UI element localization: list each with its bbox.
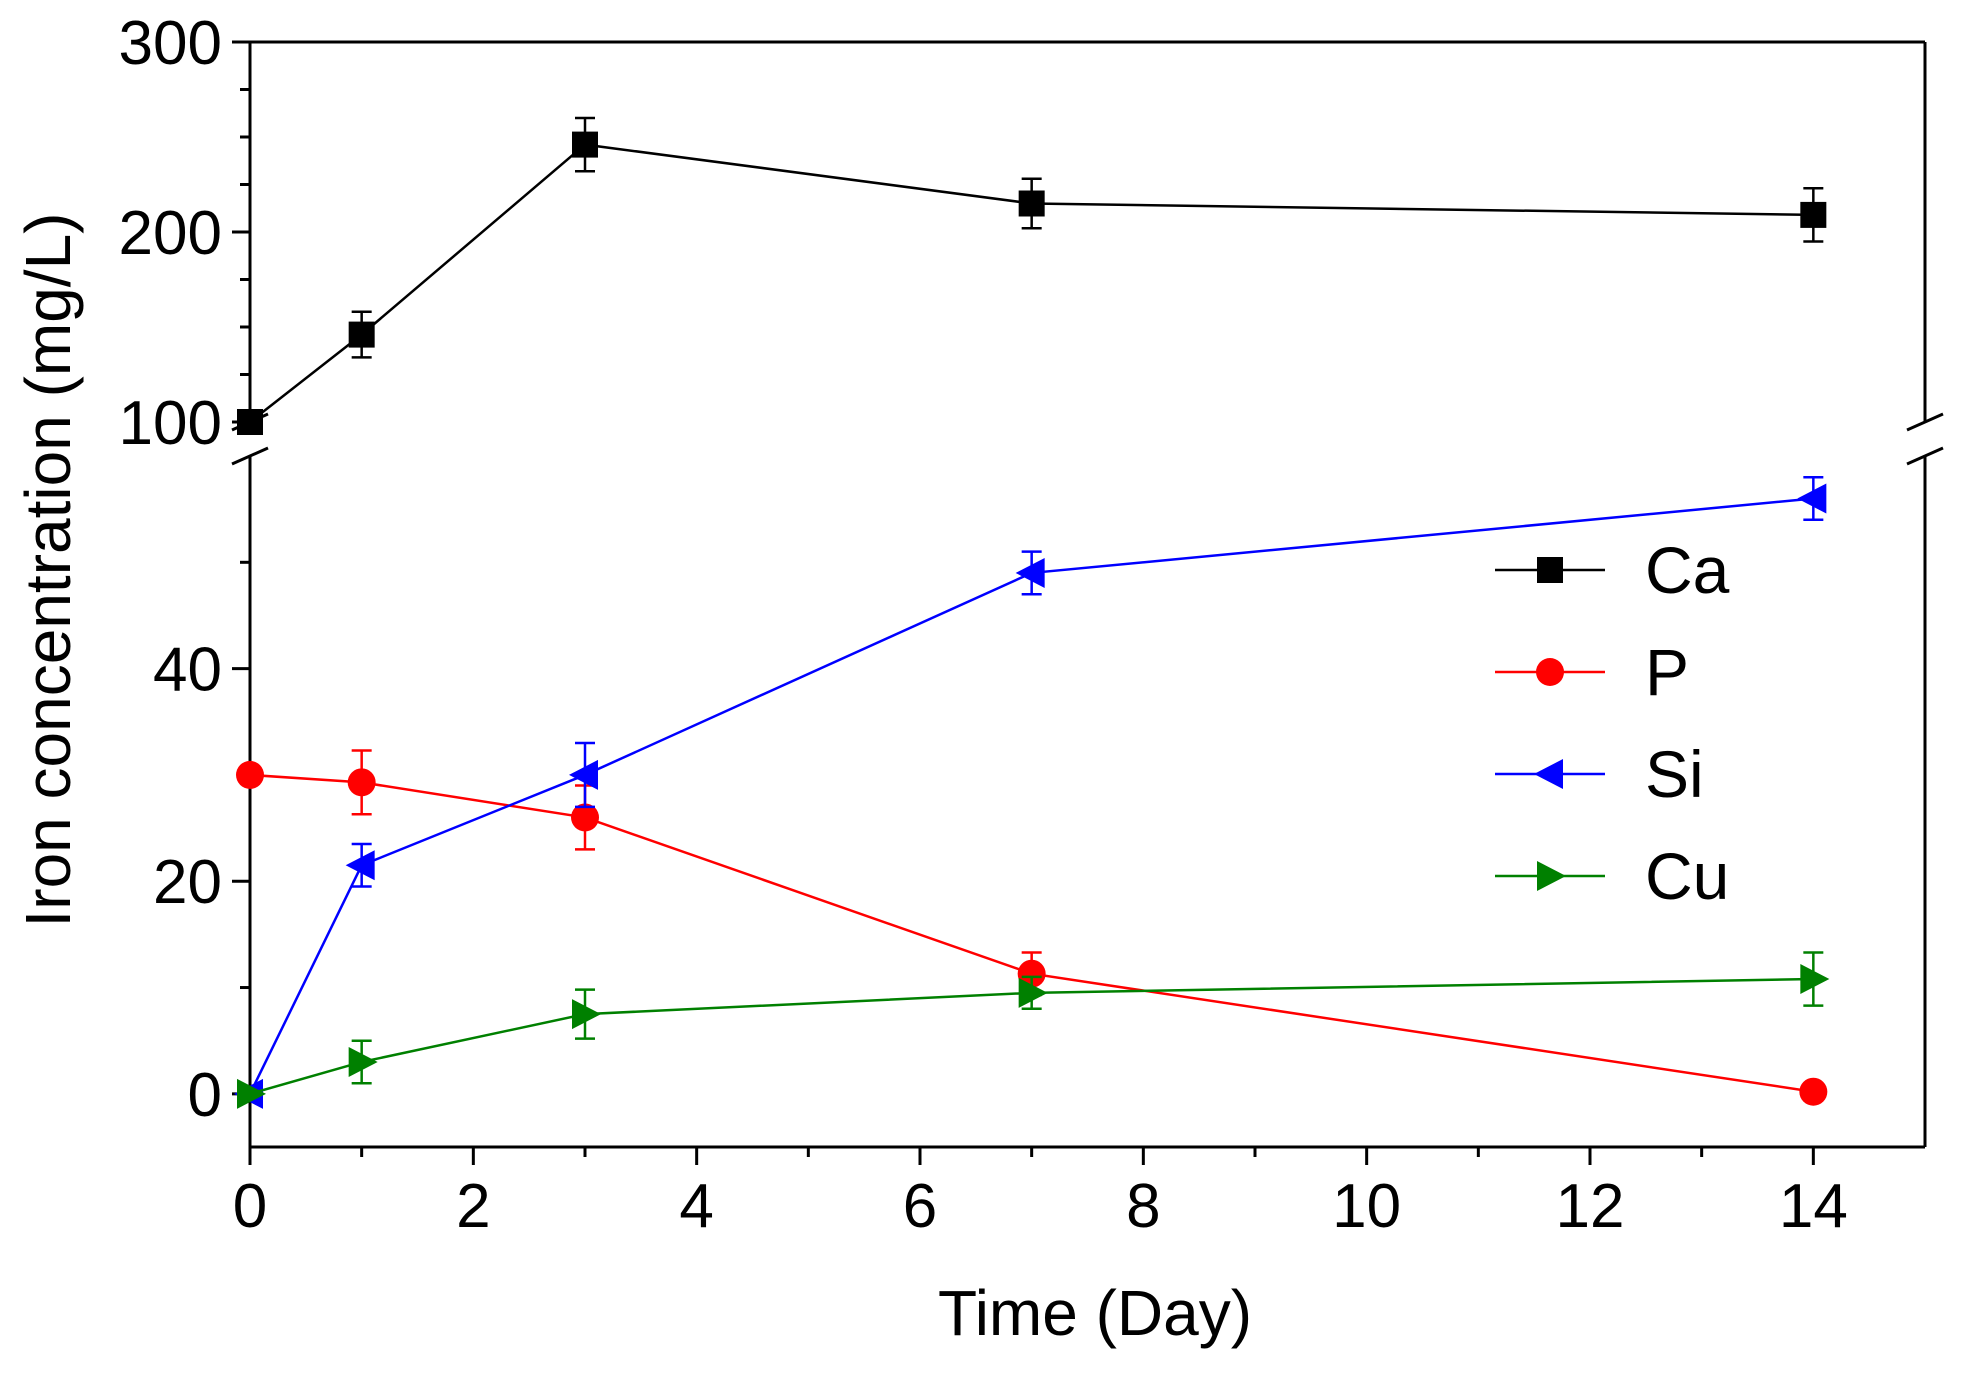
x-tick-label-8: 8 (1126, 1172, 1160, 1241)
point-p-3 (571, 803, 599, 832)
point-cu-14 (1800, 964, 1830, 995)
legend-marker-p (1536, 658, 1564, 686)
y-tick-label-200: 200 (119, 199, 222, 268)
plot-frame (231, 40, 1944, 1149)
series-cu (237, 951, 1830, 1109)
series-ca (237, 116, 1827, 435)
y-tick-label-100: 100 (119, 389, 222, 458)
x-tick-label-10: 10 (1332, 1172, 1401, 1241)
x-tick-label-14: 14 (1779, 1172, 1848, 1241)
point-cu-1 (348, 1046, 378, 1077)
point-ca-0 (237, 409, 263, 435)
x-tick-label-2: 2 (456, 1172, 490, 1241)
point-ca-1 (348, 321, 375, 348)
axis-break-right-bottom (1906, 446, 1944, 466)
point-cu-0 (237, 1078, 266, 1109)
series-line-p (249, 773, 1814, 1093)
legend-marker-cu (1537, 861, 1566, 891)
legend: Ca P Si Cu (1495, 533, 1730, 913)
legend-marker-ca (1537, 557, 1563, 583)
legend-label-cu: Cu (1645, 839, 1729, 913)
y-tick-label-40: 40 (153, 636, 222, 705)
point-p-1 (347, 768, 376, 797)
x-tick-label-0: 0 (233, 1172, 267, 1241)
y-axis-title: Iron concentration (mg/L) (12, 213, 84, 928)
point-p-0 (236, 760, 264, 789)
x-axis-title: Time (Day) (938, 1277, 1252, 1349)
point-ca-14 (1800, 201, 1827, 228)
y-tick-label-300: 300 (119, 9, 222, 78)
point-cu-3 (572, 999, 601, 1030)
legend-label-si: Si (1645, 737, 1704, 811)
legend-label-p: P (1645, 635, 1689, 709)
point-ca-7 (1018, 190, 1045, 217)
y-tick-label-20: 20 (153, 848, 222, 917)
axis-break-left-bottom (231, 446, 269, 466)
series-layer (234, 116, 1830, 1109)
point-si-14 (1797, 483, 1827, 514)
y-tick-label-0: 0 (188, 1061, 222, 1130)
series-p (236, 749, 1828, 1106)
point-p-14 (1799, 1077, 1828, 1106)
legend-label-ca: Ca (1645, 533, 1730, 607)
x-tick-label-4: 4 (679, 1172, 713, 1241)
point-si-1 (345, 850, 375, 881)
axis-break-right-top (1906, 412, 1944, 432)
x-tick-label-6: 6 (903, 1172, 937, 1241)
point-ca-3 (572, 131, 598, 158)
axis-ticks: 0 2 4 6 8 10 12 14 0 20 40 100 200 300 (119, 9, 1848, 1241)
x-tick-label-12: 12 (1556, 1172, 1625, 1241)
point-si-3 (569, 759, 598, 790)
legend-marker-si (1534, 759, 1563, 789)
point-p-7 (1017, 959, 1046, 988)
point-si-7 (1015, 557, 1045, 588)
point-cu-7 (1018, 977, 1048, 1008)
series-si (234, 476, 1827, 1109)
